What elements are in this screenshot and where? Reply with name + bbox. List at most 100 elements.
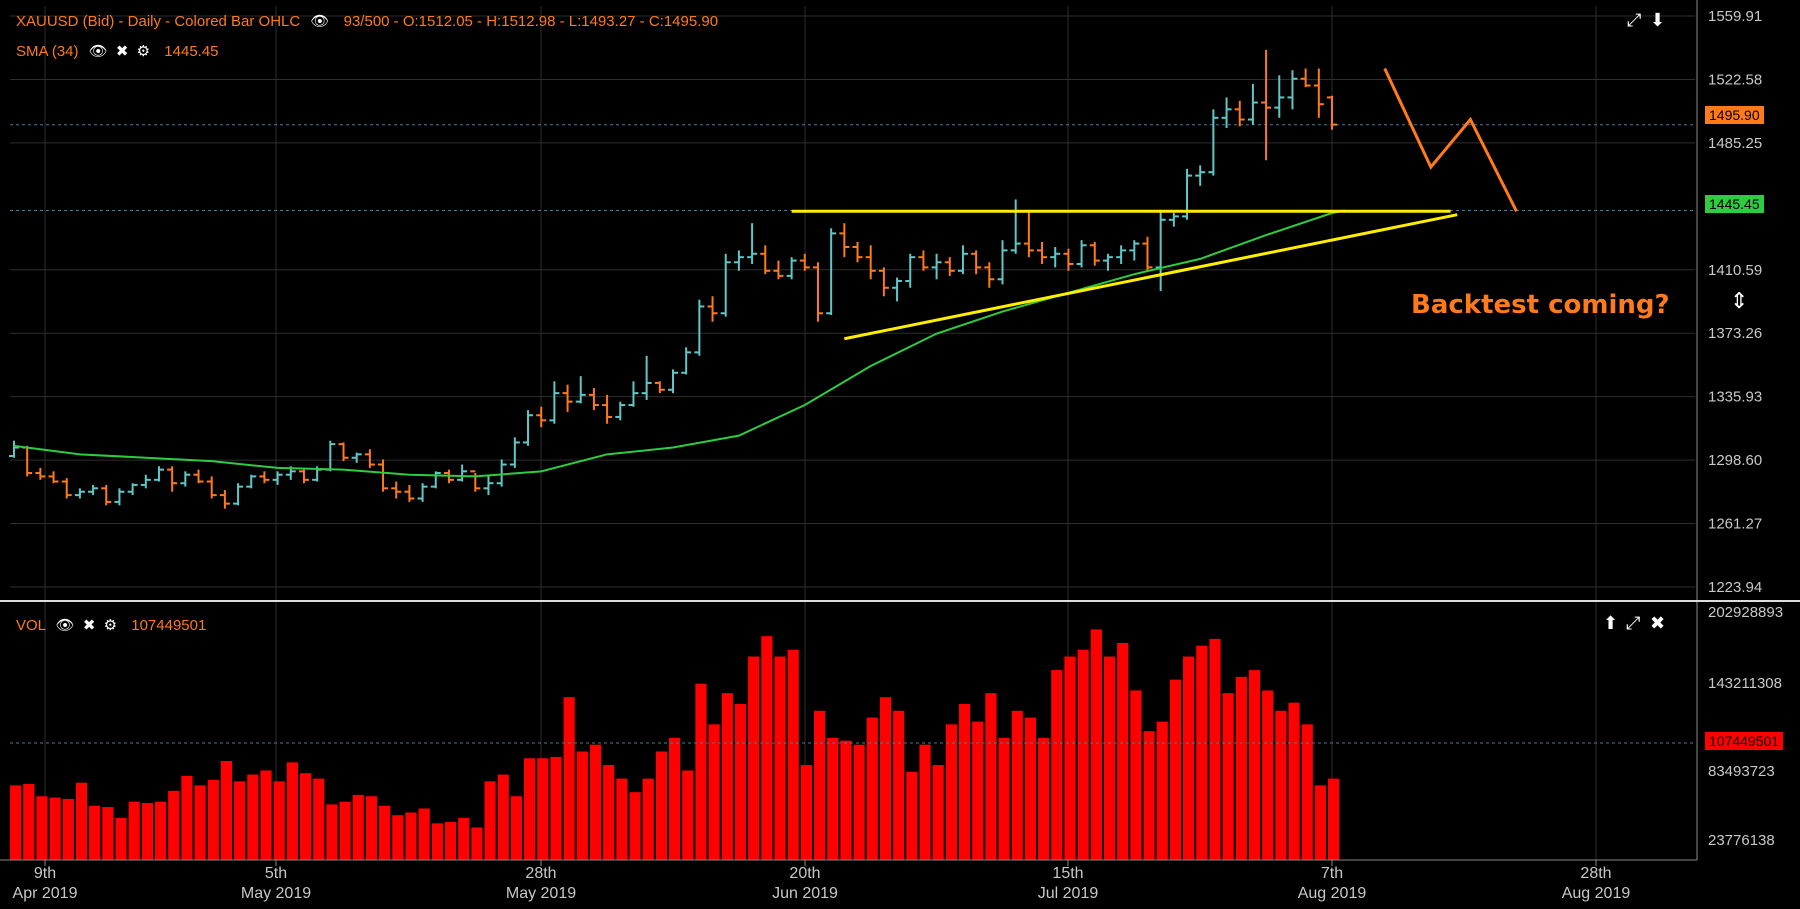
volume-bar: [36, 796, 48, 860]
volume-bar: [458, 817, 470, 860]
volume-bar: [154, 801, 167, 860]
price-tick-label: 1261.27: [1708, 516, 1762, 533]
arrow-up-icon[interactable]: ⬆: [1603, 613, 1619, 634]
price-tick-label: 1298.60: [1708, 452, 1762, 469]
projection-path: [1383, 67, 1518, 212]
volume-bar: [1222, 693, 1234, 860]
volume-bar: [10, 785, 22, 860]
volume-bar: [431, 823, 443, 860]
volume-bar: [879, 697, 892, 860]
volume-bar: [1314, 785, 1326, 860]
volume-bar: [181, 775, 193, 860]
volume-bar: [260, 770, 272, 860]
x-tick-month: Aug 2019: [1562, 885, 1631, 902]
volume-bar: [1169, 679, 1182, 860]
volume-bar: [708, 724, 720, 860]
eye-icon[interactable]: 👁: [88, 43, 108, 60]
volume-bar: [484, 781, 496, 860]
arrow-down-icon[interactable]: ⬇: [1650, 10, 1666, 31]
price-tick-label: 1485.25: [1708, 135, 1762, 152]
volume-bar: [207, 779, 219, 860]
close-icon[interactable]: ✖: [1650, 613, 1666, 634]
price-tick-label: 1373.26: [1708, 325, 1762, 342]
volume-bar: [985, 693, 997, 860]
volume-bar: [1196, 645, 1208, 860]
x-tick-day: 28th: [1580, 865, 1611, 882]
volume-bar: [853, 744, 865, 860]
volume-bar: [1183, 656, 1195, 860]
close-icon[interactable]: ✖: [82, 617, 96, 634]
volume-bar: [418, 808, 430, 860]
volume-tick-label: 202928893: [1708, 604, 1783, 621]
maximize-icon[interactable]: ⤢: [1626, 613, 1641, 634]
volume-legend: VOL 👁 ✖ ⚙ 107449501: [16, 616, 206, 634]
volume-bar: [827, 737, 839, 860]
price-tick-label: 1410.59: [1708, 262, 1762, 279]
price-tick-label: 1522.58: [1708, 71, 1762, 88]
x-tick-day: 15th: [1052, 865, 1083, 882]
volume-bar: [1038, 737, 1050, 860]
volume-bar: [537, 758, 549, 860]
volume-bar: [800, 765, 812, 860]
x-tick-day: 7th: [1321, 865, 1343, 882]
volume-bar: [168, 790, 180, 860]
volume-bar: [1064, 656, 1076, 860]
volume-tick-label: 83493723: [1708, 763, 1775, 780]
volume-bar: [115, 817, 127, 860]
price-panel-plot: [9, 49, 1695, 509]
volume-bar: [313, 778, 325, 860]
maximize-icon[interactable]: ⤢: [1627, 10, 1642, 31]
volume-bar: [220, 760, 233, 860]
volume-bar: [629, 792, 641, 860]
volume-bar: [1209, 638, 1221, 860]
volume-bar: [1248, 670, 1261, 860]
volume-bar: [365, 796, 378, 860]
scale-adjust-icon[interactable]: ⇕: [1730, 289, 1749, 314]
x-tick-month: May 2019: [506, 885, 576, 902]
x-tick-month: Jul 2019: [1038, 885, 1099, 902]
volume-bar: [405, 812, 417, 860]
volume-bar: [1051, 670, 1063, 860]
volume-bar: [1328, 778, 1340, 860]
eye-icon[interactable]: 👁: [310, 13, 330, 30]
volume-bar: [1301, 724, 1313, 860]
volume-bar: [682, 770, 694, 860]
volume-bar: [748, 656, 760, 860]
volume-bar: [299, 773, 312, 860]
gear-icon[interactable]: ⚙: [136, 43, 151, 60]
volume-bar: [234, 781, 246, 860]
volume-legend-label: VOL: [16, 617, 46, 634]
volume-bar: [945, 724, 957, 860]
volume-bar: [1024, 717, 1037, 860]
volume-bar: [642, 778, 654, 860]
volume-bar: [1275, 710, 1287, 860]
support-trendline: [844, 213, 1458, 341]
x-tick-day: 9th: [34, 865, 56, 882]
volume-tick-label: 143211308: [1708, 675, 1782, 692]
x-tick-month: May 2019: [241, 885, 311, 902]
volume-bar: [194, 785, 206, 860]
gear-icon[interactable]: ⚙: [103, 617, 118, 634]
eye-icon[interactable]: 👁: [55, 617, 75, 634]
volume-bar: [1117, 642, 1129, 860]
volume-bar: [141, 803, 153, 860]
volume-bar: [339, 801, 351, 860]
volume-bar: [761, 636, 773, 860]
volume-bar: [1235, 676, 1247, 860]
volume-bar: [563, 697, 575, 860]
close-icon[interactable]: ✖: [115, 43, 129, 60]
volume-bar: [75, 782, 88, 860]
x-tick-month: Jun 2019: [772, 885, 838, 902]
volume-bar: [774, 656, 786, 860]
volume-bar: [616, 778, 628, 860]
volume-tick-label: 23776138: [1708, 832, 1775, 849]
volume-bar: [1262, 690, 1274, 860]
volume-price-tag: 107449501: [1705, 732, 1784, 750]
x-tick-month: Aug 2019: [1298, 885, 1367, 902]
volume-bar: [998, 737, 1010, 860]
volume-bar: [392, 815, 404, 860]
volume-bar: [893, 710, 905, 860]
x-tick-day: 20th: [789, 865, 820, 882]
